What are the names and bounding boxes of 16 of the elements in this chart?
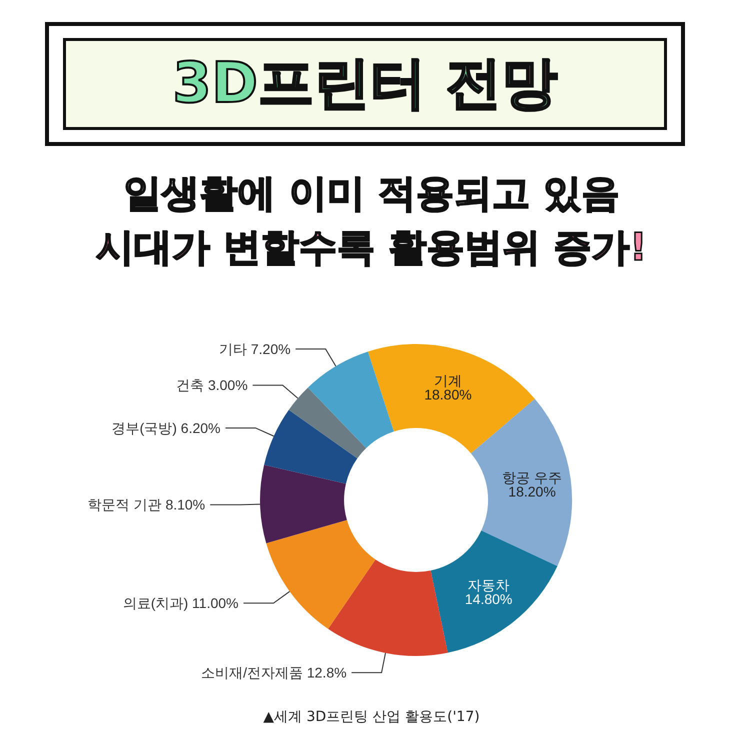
slice-label: 건축 3.00% bbox=[176, 377, 248, 394]
data-label: 18.20% bbox=[508, 483, 556, 500]
text: 시대가 변할수록 활용범위 증가! bbox=[94, 224, 648, 271]
chart-subtitle: 일생활에 이미 적용되고 있음 bbox=[122, 170, 620, 217]
slice-label: 자동차 bbox=[468, 576, 510, 593]
data-label: 14.80% bbox=[464, 590, 512, 607]
data-label: 18.80% bbox=[424, 386, 472, 402]
slice-label: 의료(치과) 11.00% bbox=[122, 595, 238, 612]
chart-title: 3D프린터 전망 bbox=[172, 50, 558, 118]
slice-label: 경부(국방) 6.20% bbox=[112, 420, 221, 436]
slice-label: 기타 7.20% bbox=[218, 341, 291, 358]
slice-label: 기계 bbox=[434, 372, 462, 388]
slice-label: 소비재/전자제품 12.8% bbox=[201, 664, 347, 681]
slice-label: 항공 우주 bbox=[502, 469, 562, 486]
slice-label: 학문적 기관 8.10% bbox=[88, 496, 206, 513]
text: ▲세계 3D프린팅 산업 활용도('17) bbox=[262, 708, 481, 726]
